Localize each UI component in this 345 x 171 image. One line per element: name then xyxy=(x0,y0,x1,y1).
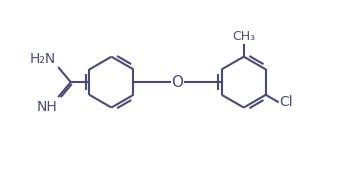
Text: NH: NH xyxy=(36,100,57,114)
Text: Cl: Cl xyxy=(279,95,293,109)
Text: H₂N: H₂N xyxy=(30,52,56,66)
Text: O: O xyxy=(171,75,184,90)
Text: CH₃: CH₃ xyxy=(232,30,255,43)
